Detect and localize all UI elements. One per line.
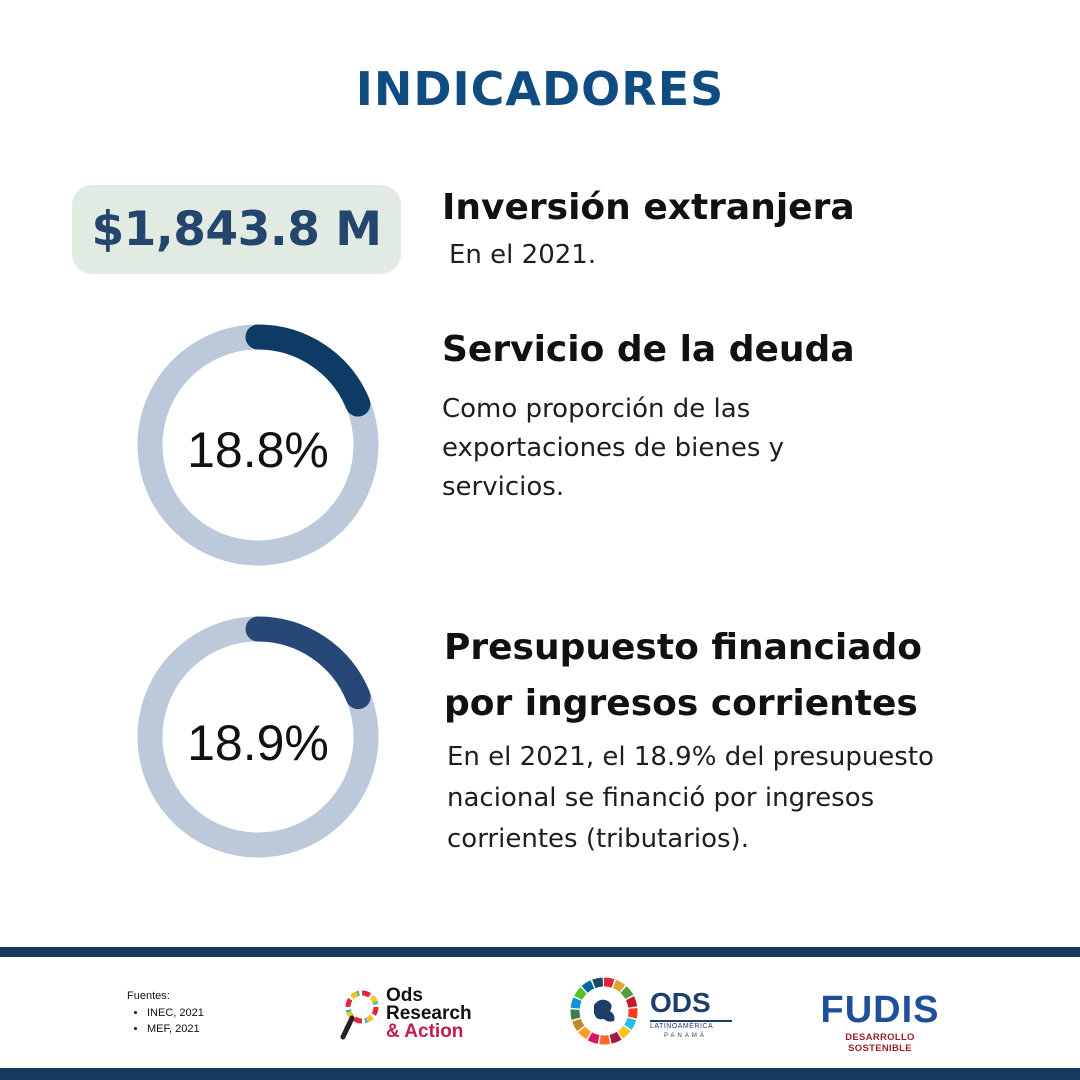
magnifier-icon — [340, 990, 379, 1040]
investment-value-badge: $1,843.8 M — [72, 185, 401, 274]
magnifier-handle — [340, 1015, 355, 1040]
sdg-wheel-icon — [570, 977, 638, 1045]
donut-progress-arc — [137, 616, 379, 858]
magnifier-ring-red — [345, 990, 379, 1024]
fudis-logo: FUDIS DESARROLLO SOSTENIBLE — [812, 989, 952, 1054]
ods-latam-subtitle: LATINOAMÉRICA — [650, 1023, 714, 1030]
ods-research-action-logo: Ods Research & Action — [340, 985, 490, 1045]
budget-donut-graphic — [137, 616, 379, 858]
fudis-tagline: DESARROLLO SOSTENIBLE — [845, 1032, 915, 1054]
sources-block: Fuentes: INEC, 2021 MEF, 2021 — [127, 988, 204, 1037]
source-item: INEC, 2021 — [147, 1005, 204, 1021]
sources-list: INEC, 2021 MEF, 2021 — [127, 1005, 204, 1037]
source-item: MEF, 2021 — [147, 1021, 204, 1037]
debt-service-donut: 18.8% — [137, 324, 379, 566]
footer-bottom-band — [0, 1068, 1080, 1080]
debt-service-percent: 18.8% — [187, 422, 329, 478]
wheel-segment — [570, 977, 638, 1045]
sources-title: Fuentes: — [127, 990, 170, 1002]
ods-latam-title: ODS — [650, 987, 711, 1018]
ods-latinoamerica-logo: ODS LATINOAMÉRICA PANAMÁ — [568, 975, 738, 1045]
budget-donut: 18.9% — [137, 616, 379, 858]
debt-service-description: Como proporción de las exportaciones de … — [442, 394, 785, 502]
investment-description: En el 2021. — [449, 240, 597, 270]
page-title: INDICADORES — [355, 62, 725, 116]
donut-progress-arc — [137, 324, 379, 566]
map-shape — [594, 999, 615, 1022]
wheel-segment — [570, 977, 638, 1045]
investment-value: $1,843.8 M — [91, 202, 382, 257]
budget-description: En el 2021, el 18.9% del presupuesto nac… — [447, 742, 934, 854]
budget-heading: Presupuesto financiado por ingresos corr… — [444, 627, 923, 724]
ods-research-wordmark: Ods Research & Action — [386, 985, 472, 1042]
footer-top-band — [0, 947, 1080, 957]
ods-latam-divider — [650, 1020, 732, 1022]
fudis-wordmark: FUDIS — [820, 989, 940, 1031]
wheel-segment — [570, 977, 638, 1045]
investment-heading: Inversión extranjera — [442, 187, 855, 228]
ods-latam-country: PANAMÁ — [664, 1033, 707, 1039]
debt-service-heading: Servicio de la deuda — [442, 329, 855, 370]
debt-service-donut-graphic — [137, 324, 379, 566]
wheel-segment — [570, 977, 638, 1045]
budget-percent: 18.9% — [187, 715, 329, 771]
